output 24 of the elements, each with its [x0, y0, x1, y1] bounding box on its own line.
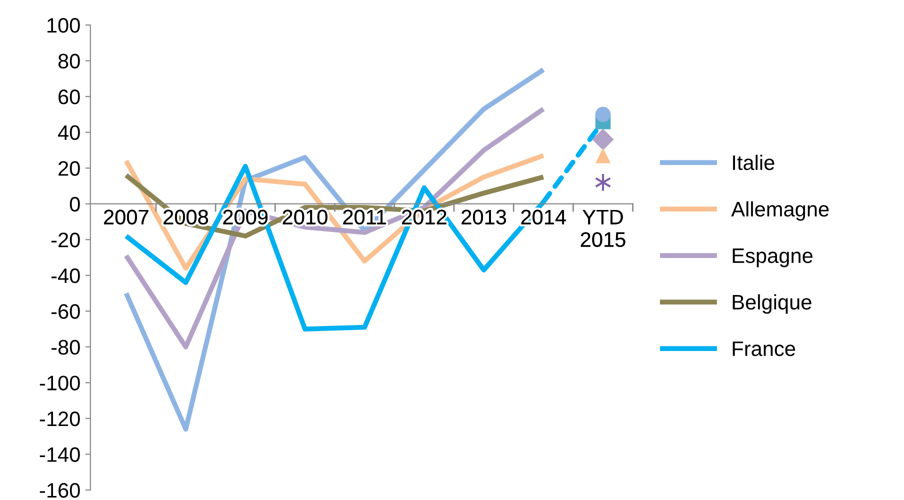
y-tick-label: -40: [51, 268, 80, 284]
x-tick-label: 2010: [282, 210, 328, 225]
y-tick-label: -140: [40, 447, 80, 462]
y-tick-label: -160: [40, 483, 80, 498]
x-tick-label: 2007: [104, 210, 148, 225]
legend-label: Allemagne: [731, 201, 829, 221]
legend-label: Italie: [733, 154, 774, 170]
legend-label: Belgique: [732, 294, 812, 314]
y-tick-label: 0: [70, 196, 80, 212]
x-tick-label: 2013: [462, 210, 506, 225]
y-tick-label: -100: [40, 376, 80, 390]
y-tick-label: 80: [58, 54, 80, 69]
x-tick-label: 2011: [343, 210, 386, 225]
y-tick-label: -80: [51, 340, 80, 355]
y-tick-label: -20: [51, 232, 80, 248]
y-tick-label: -60: [51, 304, 80, 319]
x-tick-label: YTD 2015: [580, 210, 626, 247]
y-tick-label: 60: [58, 90, 80, 104]
legend-label: Espagne: [732, 248, 812, 268]
y-tick-label: -120: [40, 411, 80, 426]
y-tick-label: 40: [58, 125, 80, 140]
y-tick-label: 100: [48, 18, 80, 33]
legend-label: France: [732, 342, 796, 356]
y-tick-label: 20: [58, 161, 80, 176]
